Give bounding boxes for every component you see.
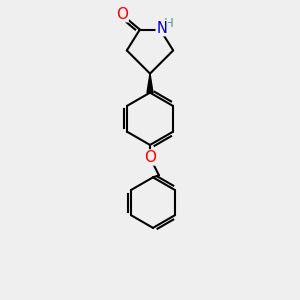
Text: O: O bbox=[116, 7, 128, 22]
Text: H: H bbox=[164, 16, 173, 30]
Polygon shape bbox=[147, 74, 153, 93]
Text: N: N bbox=[156, 21, 167, 36]
Text: O: O bbox=[144, 150, 156, 165]
